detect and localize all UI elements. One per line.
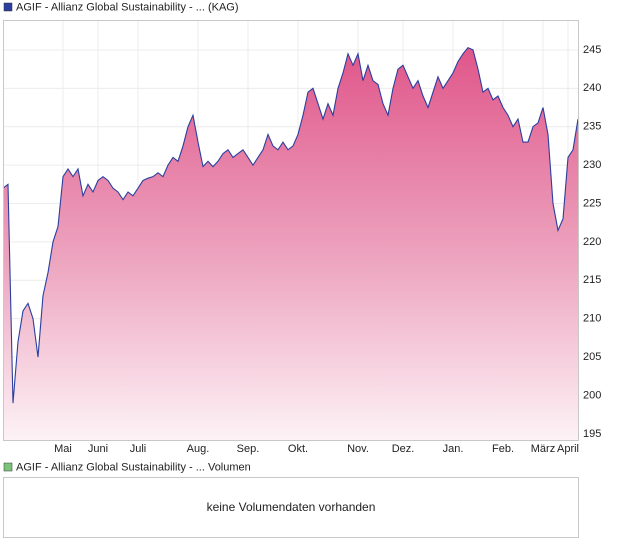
y-tick-label: 205 <box>583 351 601 363</box>
x-tick-label: März <box>531 443 555 455</box>
y-tick-label: 220 <box>583 236 601 248</box>
x-tick-label: Jan. <box>443 443 464 455</box>
y-tick-label: 240 <box>583 82 601 94</box>
y-tick-label: 210 <box>583 313 601 325</box>
volume-frame <box>3 477 579 538</box>
legend: AGIF - Allianz Global Sustainability - .… <box>3 461 251 473</box>
x-tick-label: Sep. <box>237 443 260 455</box>
x-tick-label: Mai <box>54 443 72 455</box>
y-tick-label: 200 <box>583 389 601 401</box>
x-tick-label: Okt. <box>288 443 308 455</box>
x-tick-label: Aug. <box>187 443 210 455</box>
plot-frame <box>3 20 579 441</box>
y-tick-label: 225 <box>583 197 601 209</box>
area <box>3 47 578 440</box>
x-tick-label: Juni <box>88 443 108 455</box>
legend-label: AGIF - Allianz Global Sustainability - .… <box>16 1 239 13</box>
legend-swatch <box>3 2 13 12</box>
y-tick-label: 230 <box>583 159 601 171</box>
no-data-message: keine Volumendaten vorhanden <box>207 500 376 514</box>
x-tick-label: Dez. <box>392 443 415 455</box>
line <box>2 46 579 404</box>
x-tick-label: April <box>557 443 579 455</box>
x-tick-label: Nov. <box>347 443 369 455</box>
legend: AGIF - Allianz Global Sustainability - .… <box>3 1 239 13</box>
legend-label: AGIF - Allianz Global Sustainability - .… <box>16 461 251 473</box>
y-tick-label: 245 <box>583 44 601 56</box>
y-tick-label: 215 <box>583 274 601 286</box>
legend-swatch <box>3 462 13 472</box>
y-tick-label: 235 <box>583 121 601 133</box>
x-tick-label: Feb. <box>492 443 514 455</box>
x-tick-label: Juli <box>130 443 147 455</box>
y-tick-label: 195 <box>583 428 601 440</box>
